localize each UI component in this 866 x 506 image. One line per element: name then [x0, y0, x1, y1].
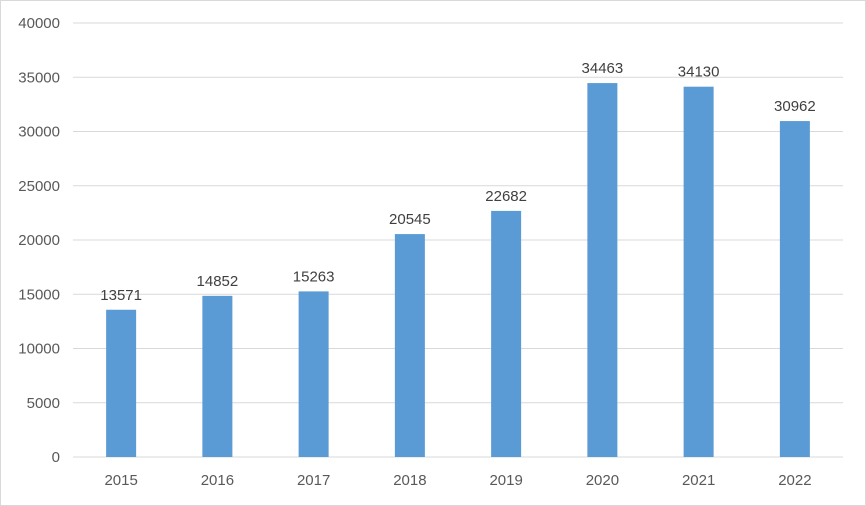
y-tick-label: 0 [52, 449, 60, 466]
y-tick-label: 5000 [27, 395, 60, 412]
x-tick-label: 2020 [586, 472, 619, 489]
y-tick-label: 30000 [18, 124, 60, 141]
bar-2018 [394, 234, 425, 457]
bar-2015 [106, 309, 137, 457]
x-tick-label: 2021 [682, 472, 715, 489]
data-label: 13571 [100, 287, 142, 304]
x-tick-label: 2022 [778, 472, 811, 489]
y-tick-label: 25000 [18, 178, 60, 195]
y-tick-label: 10000 [18, 341, 60, 358]
bar-2017 [298, 291, 329, 457]
data-label: 34130 [678, 64, 720, 81]
bar-2020 [587, 83, 618, 457]
bar-2019 [491, 210, 522, 457]
x-tick-label: 2016 [201, 472, 234, 489]
data-label: 30962 [774, 98, 816, 115]
x-tick-label: 2015 [104, 472, 137, 489]
data-label: 34463 [582, 60, 624, 77]
bar-2016 [202, 295, 233, 457]
y-tick-label: 20000 [18, 232, 60, 249]
y-tick-label: 40000 [18, 15, 60, 32]
x-tick-label: 2019 [489, 472, 522, 489]
x-tick-label: 2018 [393, 472, 426, 489]
y-tick-label: 15000 [18, 286, 60, 303]
bar-2022 [779, 121, 810, 457]
data-label: 20545 [389, 211, 431, 228]
x-tick-label: 2017 [297, 472, 330, 489]
data-label: 22682 [485, 188, 527, 205]
bar-2021 [683, 86, 714, 457]
data-label: 15263 [293, 268, 335, 285]
y-tick-label: 35000 [18, 69, 60, 86]
data-label: 14852 [197, 273, 239, 290]
